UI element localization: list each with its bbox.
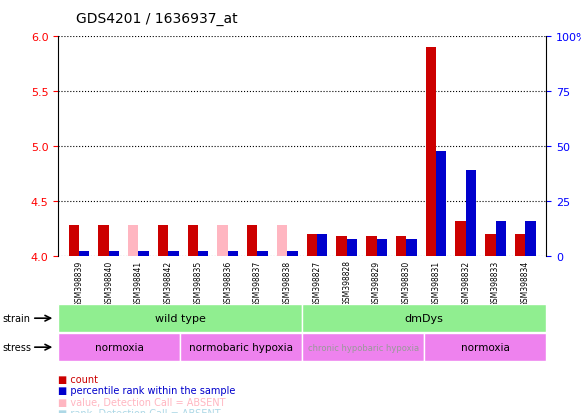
Bar bbox=[138, 252, 149, 256]
Bar bbox=[466, 171, 476, 256]
Text: GSM398839: GSM398839 bbox=[74, 260, 84, 306]
Bar bbox=[188, 225, 198, 256]
Text: strain: strain bbox=[3, 313, 31, 323]
Bar bbox=[180, 333, 302, 361]
Bar bbox=[287, 252, 297, 256]
Bar bbox=[376, 240, 387, 256]
Bar bbox=[307, 234, 317, 256]
Bar bbox=[69, 225, 79, 256]
Bar bbox=[336, 236, 347, 256]
Text: GSM398829: GSM398829 bbox=[372, 260, 381, 306]
Text: stress: stress bbox=[3, 342, 32, 352]
Bar bbox=[58, 333, 180, 361]
Text: normobaric hypoxia: normobaric hypoxia bbox=[189, 342, 293, 352]
Text: GSM398832: GSM398832 bbox=[461, 260, 470, 306]
Bar bbox=[198, 252, 209, 256]
Text: ■ percentile rank within the sample: ■ percentile rank within the sample bbox=[58, 385, 235, 395]
Bar bbox=[426, 48, 436, 256]
Text: GDS4201 / 1636937_at: GDS4201 / 1636937_at bbox=[76, 12, 237, 26]
Bar bbox=[79, 252, 89, 256]
Text: GSM398831: GSM398831 bbox=[432, 260, 440, 306]
Text: ■ value, Detection Call = ABSENT: ■ value, Detection Call = ABSENT bbox=[58, 397, 225, 407]
Bar bbox=[424, 333, 546, 361]
Text: GSM398842: GSM398842 bbox=[164, 260, 173, 306]
Bar bbox=[158, 225, 168, 256]
Bar bbox=[277, 225, 287, 256]
Text: dmDys: dmDys bbox=[405, 313, 443, 323]
Text: GSM398838: GSM398838 bbox=[283, 260, 292, 306]
Bar bbox=[168, 252, 178, 256]
Text: wild type: wild type bbox=[155, 313, 206, 323]
Text: GSM398836: GSM398836 bbox=[223, 260, 232, 306]
Text: GSM398841: GSM398841 bbox=[134, 260, 143, 306]
Text: GSM398833: GSM398833 bbox=[491, 260, 500, 306]
Text: chronic hypobaric hypoxia: chronic hypobaric hypoxia bbox=[307, 343, 419, 352]
Bar bbox=[485, 234, 496, 256]
Bar bbox=[302, 333, 424, 361]
Text: normoxia: normoxia bbox=[95, 342, 144, 352]
Bar bbox=[247, 225, 257, 256]
Bar bbox=[217, 225, 228, 256]
Text: GSM398837: GSM398837 bbox=[253, 260, 262, 306]
Bar bbox=[228, 252, 238, 256]
Text: GSM398834: GSM398834 bbox=[521, 260, 530, 306]
Bar bbox=[302, 304, 546, 332]
Text: normoxia: normoxia bbox=[461, 342, 510, 352]
Text: GSM398830: GSM398830 bbox=[402, 260, 411, 306]
Bar bbox=[58, 304, 302, 332]
Text: ■ rank, Detection Call = ABSENT: ■ rank, Detection Call = ABSENT bbox=[58, 408, 221, 413]
Text: GSM398827: GSM398827 bbox=[313, 260, 321, 306]
Text: GSM398828: GSM398828 bbox=[342, 260, 352, 306]
Bar bbox=[436, 152, 446, 256]
Bar bbox=[525, 221, 536, 256]
Bar bbox=[396, 236, 406, 256]
Bar bbox=[456, 221, 466, 256]
Bar bbox=[515, 234, 525, 256]
Bar bbox=[98, 225, 109, 256]
Bar bbox=[496, 221, 506, 256]
Bar bbox=[366, 236, 376, 256]
Text: ■ count: ■ count bbox=[58, 374, 98, 384]
Text: GSM398840: GSM398840 bbox=[104, 260, 113, 306]
Bar bbox=[347, 240, 357, 256]
Bar bbox=[109, 252, 119, 256]
Bar bbox=[406, 240, 417, 256]
Bar bbox=[128, 225, 138, 256]
Bar bbox=[257, 252, 268, 256]
Bar bbox=[317, 234, 328, 256]
Text: GSM398835: GSM398835 bbox=[193, 260, 202, 306]
